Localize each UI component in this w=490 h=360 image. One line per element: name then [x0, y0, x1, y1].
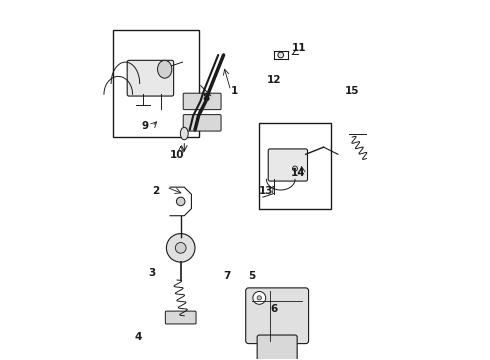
Text: 4: 4 [134, 332, 142, 342]
FancyBboxPatch shape [268, 149, 308, 181]
Ellipse shape [158, 60, 172, 78]
Text: 7: 7 [223, 271, 231, 282]
Text: 15: 15 [345, 86, 360, 96]
Circle shape [175, 243, 186, 253]
FancyBboxPatch shape [245, 288, 309, 343]
FancyBboxPatch shape [257, 335, 297, 360]
Text: 10: 10 [170, 150, 184, 160]
FancyBboxPatch shape [183, 114, 221, 131]
Bar [113, 30, 198, 137]
Text: 9: 9 [142, 121, 148, 131]
Circle shape [167, 234, 195, 262]
Text: 5: 5 [248, 271, 256, 282]
Bar [259, 123, 331, 208]
Text: 6: 6 [270, 303, 277, 314]
Circle shape [293, 166, 297, 171]
Circle shape [253, 292, 266, 304]
Circle shape [257, 296, 262, 300]
FancyBboxPatch shape [183, 93, 221, 110]
Text: 8: 8 [202, 93, 209, 103]
Circle shape [176, 197, 185, 206]
Text: 3: 3 [148, 268, 156, 278]
Text: 1: 1 [231, 86, 238, 96]
Text: 12: 12 [267, 75, 281, 85]
Text: 11: 11 [292, 43, 306, 53]
Text: 14: 14 [291, 168, 306, 178]
Circle shape [278, 52, 284, 58]
Ellipse shape [180, 127, 188, 140]
FancyBboxPatch shape [127, 60, 173, 96]
Text: 13: 13 [259, 186, 274, 196]
FancyBboxPatch shape [165, 311, 196, 324]
Text: 2: 2 [152, 186, 159, 196]
